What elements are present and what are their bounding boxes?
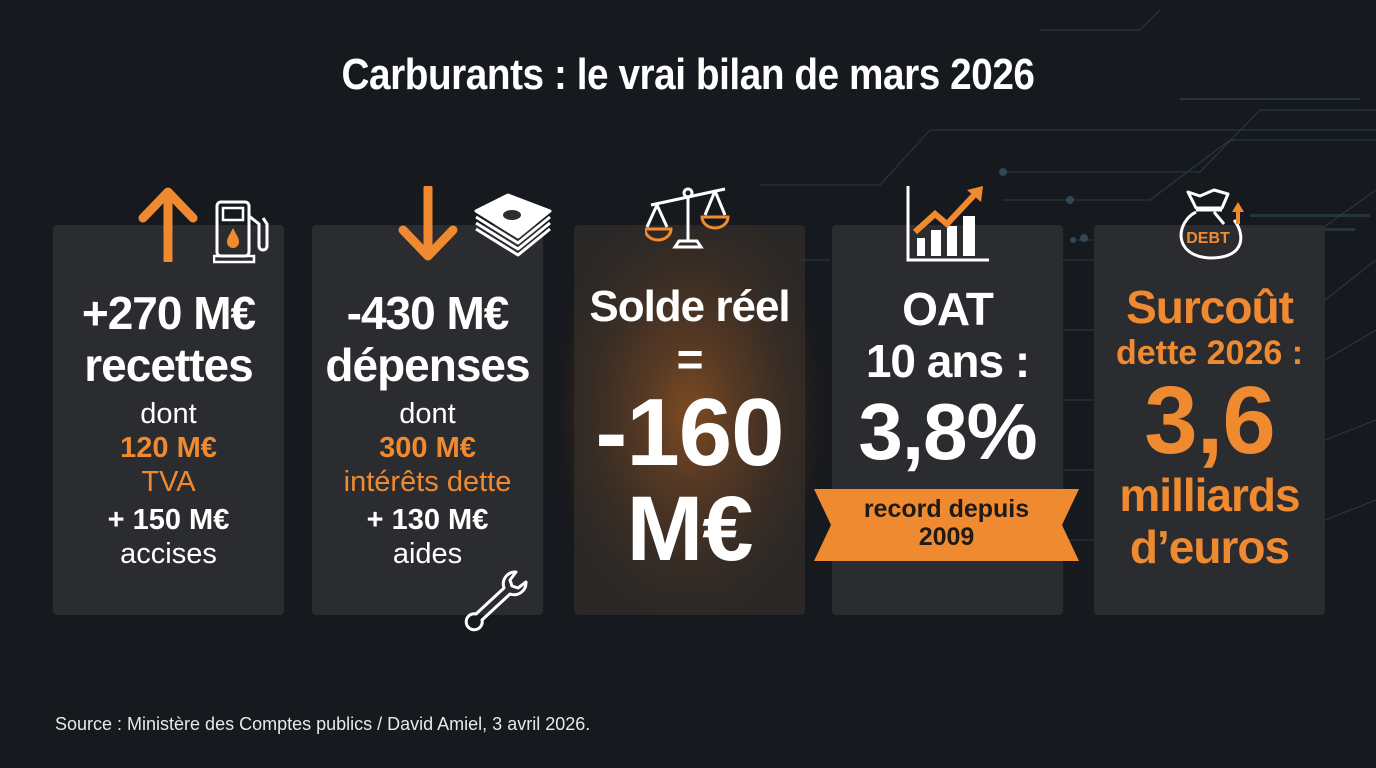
balance-value: -160 (595, 379, 784, 486)
revenue-tva-value: 120 M€ (120, 432, 217, 464)
oat-label-line2: 10 ans : (865, 335, 1030, 387)
balance-card: Solde réel = -160 M€ (574, 225, 805, 615)
fuel-pump-icon (213, 200, 269, 264)
money-stack-icon (474, 193, 552, 257)
spending-value: -430 M€ (346, 287, 510, 339)
balance-unit: M€ (626, 478, 754, 580)
chart-trend-up-icon (906, 186, 989, 262)
source-note: Source : Ministère des Comptes publics /… (55, 714, 591, 734)
debt-label-line1: Surcoût (1126, 281, 1294, 333)
debt-icon-label: DEBT (1186, 230, 1230, 247)
revenue-value: +270 M€ (81, 287, 256, 339)
spending-detail-intro: dont (399, 398, 456, 430)
oat-label-line1: OAT (902, 283, 994, 335)
debt-bag-icon: DEBT (1170, 186, 1256, 262)
revenue-detail-intro: dont (140, 398, 197, 430)
spending-aid-label: aides (392, 538, 463, 570)
spending-interest-value: 300 M€ (379, 432, 476, 464)
revenue-label: recettes (84, 339, 253, 391)
balance-equals: = (676, 333, 704, 385)
wrench-icon (464, 570, 528, 632)
spending-aid-value: + 130 M€ (366, 504, 489, 536)
debt-cost-card: Surcoût dette 2026 : 3,6 milliards d’eur… (1094, 225, 1325, 615)
ribbon-line2: 2009 (918, 523, 975, 551)
spending-card: -430 M€ dépenses dont 300 M€ intérêts de… (312, 225, 543, 615)
revenue-accises-label: accises (120, 538, 217, 570)
revenue-card: +270 M€ recettes dont 120 M€ TVA + 150 M… (53, 225, 284, 615)
record-ribbon: record depuis 2009 (814, 489, 1079, 561)
arrow-up-icon (138, 187, 198, 262)
debt-unit-line2: d’euros (1129, 521, 1290, 573)
oat-rate-value: 3,8% (858, 387, 1037, 476)
spending-interest-label: intérêts dette (343, 466, 512, 498)
spending-label: dépenses (325, 339, 530, 391)
page-title: Carburants : le vrai bilan de mars 2026 (341, 50, 1035, 99)
arrow-down-icon (398, 186, 458, 261)
ribbon-line1: record depuis (863, 495, 1030, 523)
debt-label-line2: dette 2026 : (1115, 334, 1304, 372)
balance-scale-icon (645, 187, 730, 249)
debt-unit-line1: milliards (1119, 469, 1300, 521)
revenue-tva-label: TVA (141, 466, 196, 498)
debt-cost-value: 3,6 (1144, 367, 1275, 474)
revenue-accises-value: + 150 M€ (107, 504, 230, 536)
balance-label: Solde réel (589, 282, 790, 331)
